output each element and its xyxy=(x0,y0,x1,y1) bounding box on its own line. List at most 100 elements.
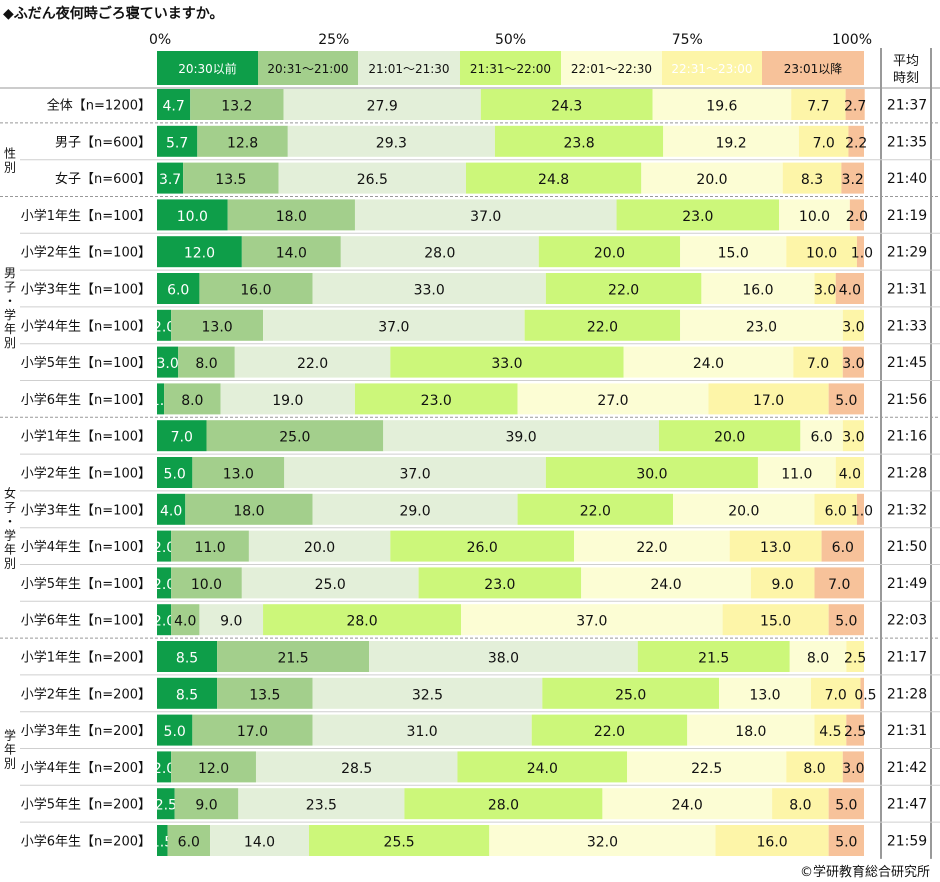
data-label: 4.0 xyxy=(160,503,182,519)
data-label: 22.0 xyxy=(608,283,639,299)
data-label: 7.0 xyxy=(825,687,847,703)
legend-label: 21:01～21:30 xyxy=(368,62,449,76)
average-time: 21:50 xyxy=(887,539,927,555)
data-label: 6.0 xyxy=(167,283,189,299)
bar-segment xyxy=(157,199,228,231)
bar-segment xyxy=(757,457,836,488)
data-label: 8.5 xyxy=(176,687,198,703)
data-label: 2.7 xyxy=(844,99,866,115)
bar-segment xyxy=(627,751,787,783)
data-label: 17.0 xyxy=(753,393,784,409)
data-label: 26.5 xyxy=(357,172,388,188)
tick-label: 50% xyxy=(495,32,526,48)
data-label: 13.5 xyxy=(215,172,246,188)
data-label: 1.5 xyxy=(151,835,173,851)
bar-segment xyxy=(786,236,857,268)
bar-segment xyxy=(821,530,864,562)
bar-segment xyxy=(287,125,495,157)
bar-segment xyxy=(545,457,758,488)
data-label: 33.0 xyxy=(414,283,445,299)
bar-segment xyxy=(517,383,709,415)
bar-segment xyxy=(157,420,207,452)
tick-label: 0% xyxy=(149,32,171,48)
data-label: 5.0 xyxy=(164,467,186,483)
bar-segment xyxy=(157,788,175,820)
data-label: 11.0 xyxy=(194,540,225,556)
data-label: 12.0 xyxy=(184,246,215,262)
data-label: 3.0 xyxy=(842,761,864,777)
bar-segment xyxy=(157,493,186,525)
data-label: 2.2 xyxy=(845,135,867,151)
data-label: 22.5 xyxy=(691,761,722,777)
legend-swatch xyxy=(762,51,864,85)
row-labels: 全体【n=1200】男子【n=600】女子【n=600】小学1年生【n=100】… xyxy=(21,98,151,850)
bar-segment xyxy=(263,604,462,636)
bar-segment xyxy=(835,273,864,304)
data-label: 4.0 xyxy=(174,614,196,630)
bar-segment xyxy=(465,162,642,194)
data-label: 25.5 xyxy=(384,835,415,851)
bar-segment xyxy=(157,383,165,415)
data-label: 6.0 xyxy=(825,503,847,519)
bar-segment xyxy=(848,125,864,157)
data-label: 30.0 xyxy=(636,467,667,483)
data-label: 7.7 xyxy=(807,99,829,115)
group-label: 男子・学年別 xyxy=(4,266,16,350)
tick-label: 100% xyxy=(832,32,872,48)
legend-swatch xyxy=(561,51,662,85)
data-label: 22.0 xyxy=(594,724,625,740)
bar-segment xyxy=(480,89,653,120)
data-label: 5.0 xyxy=(835,614,857,630)
data-label: 4.7 xyxy=(162,99,184,115)
bar-segment xyxy=(663,125,799,157)
bar-segment xyxy=(234,346,391,378)
row-label: 女子【n=600】 xyxy=(55,171,151,187)
bar-segment xyxy=(157,162,184,194)
bar-segment xyxy=(210,825,310,856)
bar-segment xyxy=(340,236,539,268)
bar-segment xyxy=(842,751,864,783)
data-label: 31.0 xyxy=(407,724,438,740)
bar-segment xyxy=(157,604,172,636)
data-label: 24.8 xyxy=(538,172,569,188)
bar-segment xyxy=(652,89,792,120)
data-label: 23.5 xyxy=(306,798,337,814)
bar-segment xyxy=(842,346,864,378)
axis-ticks: 0% 25% 50% 75% 100% xyxy=(149,32,872,48)
data-label: 10.0 xyxy=(799,209,830,225)
tick-label: 25% xyxy=(318,32,349,48)
bar-segment xyxy=(457,751,628,783)
row-label: 小学4年生【n=100】 xyxy=(21,539,151,555)
average-time: 21:42 xyxy=(887,760,927,776)
average-time: 21:56 xyxy=(887,392,927,408)
bar-segment xyxy=(178,346,235,378)
bar-segment xyxy=(157,236,242,268)
bar-segment xyxy=(255,751,458,783)
data-label: 13.0 xyxy=(202,319,233,335)
bar-segment xyxy=(517,493,674,525)
bar-segment xyxy=(312,273,546,304)
bar-segment xyxy=(708,383,829,415)
bar-segment xyxy=(623,346,794,378)
data-label: 5.0 xyxy=(835,798,857,814)
average-time: 21:19 xyxy=(887,208,927,224)
bar-segment xyxy=(171,567,242,599)
average-time: 21:17 xyxy=(887,650,927,666)
bar-segment xyxy=(157,751,172,783)
row-label: 小学2年生【n=200】 xyxy=(21,686,151,702)
data-label: 37.0 xyxy=(399,467,430,483)
data-label: 28.0 xyxy=(346,614,377,630)
bar-segment xyxy=(390,346,624,378)
data-label: 3.0 xyxy=(842,319,864,335)
data-label: 24.0 xyxy=(693,356,724,372)
row-label: 小学5年生【n=100】 xyxy=(21,355,151,371)
legend-label: 20:31～21:00 xyxy=(267,62,348,76)
average-time: 22:03 xyxy=(887,613,927,629)
data-label: 29.0 xyxy=(399,503,430,519)
average-time: 21:40 xyxy=(887,171,927,187)
row-label: 全体【n=1200】 xyxy=(47,98,151,114)
bar-segment xyxy=(217,677,313,709)
bar-segment xyxy=(856,236,864,268)
bar-segment xyxy=(846,714,864,746)
